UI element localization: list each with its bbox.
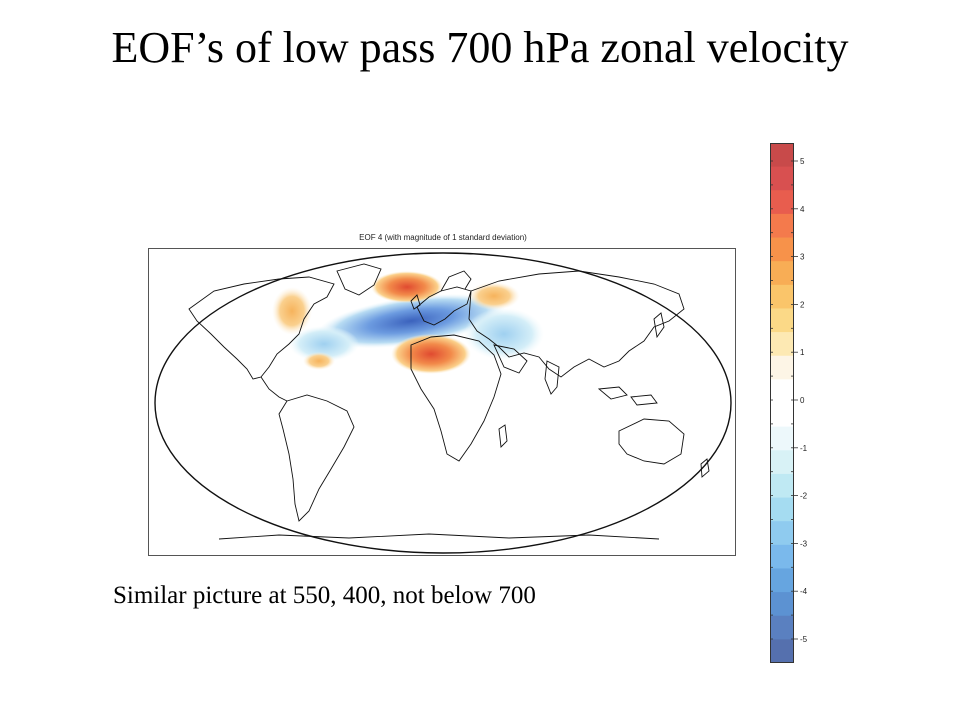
anomaly-negative-atlantic [316,293,506,349]
colorbar-tick-label: -2 [800,492,808,501]
anomaly-positive-north [371,271,443,303]
colorbar-segment [770,592,794,617]
colorbar-segment [770,426,794,451]
colorbar-tick-label: -1 [800,444,808,453]
anomaly-negative-east [464,308,544,360]
anomaly-positive-gulf [303,352,335,370]
colorbar-tick-label: 2 [800,300,805,309]
colorbar-segment [770,473,794,498]
colorbar-tick-label: -3 [800,539,808,548]
colorbar-segment [770,261,794,286]
colorbar-segment [770,379,794,404]
colorbar-segment [770,355,794,380]
colorbar-segment [770,308,794,333]
colorbar-segment [770,166,794,191]
colorbar-segment [770,521,794,546]
colorbar-segment [770,237,794,262]
anomaly-positive-eurasia [468,282,520,310]
globe-outline [154,252,732,554]
colorbar-segment [770,639,794,664]
colorbar-segment [770,284,794,309]
colorbar-segment [770,143,794,168]
colorbar-tick-label: 1 [800,348,805,357]
colorbar: 5 4 3 2 1 0 -1 -2 -3 -4 -5 [770,143,822,664]
map-title: EOF 4 (with magnitude of 1 standard devi… [359,233,527,242]
colorbar-tick-label: 5 [800,157,805,166]
colorbar-segment [770,568,794,593]
colorbar-tick-label: 0 [800,396,805,405]
colorbar-segment [770,332,794,357]
colorbar-segment [770,544,794,569]
anomaly-positive-canada [272,287,312,335]
colorbar-border [770,143,794,663]
anomaly-positive-subtropics [391,334,471,374]
colorbar-tick-label: 3 [800,253,805,262]
colorbar-tick-label: -5 [800,635,808,644]
slide-title: EOF’s of low pass 700 hPa zonal velocity [111,23,849,72]
colorbar-segment [770,190,794,215]
colorbar-segment [770,450,794,475]
world-map-svg [154,252,732,554]
colorbar-svg: 5 4 3 2 1 0 -1 -2 -3 -4 -5 [770,143,808,664]
anomaly-field [272,271,544,374]
world-map [148,248,736,556]
colorbar-segment [770,213,794,238]
colorbar-segment [770,497,794,522]
anomaly-negative-west [289,326,359,362]
colorbar-segment [770,615,794,640]
slide-caption: Similar picture at 550, 400, not below 7… [113,582,536,609]
colorbar-tick-label: -4 [800,587,808,596]
colorbar-segment [770,403,794,428]
coastlines [188,263,710,540]
colorbar-tick-label: 4 [800,205,805,214]
